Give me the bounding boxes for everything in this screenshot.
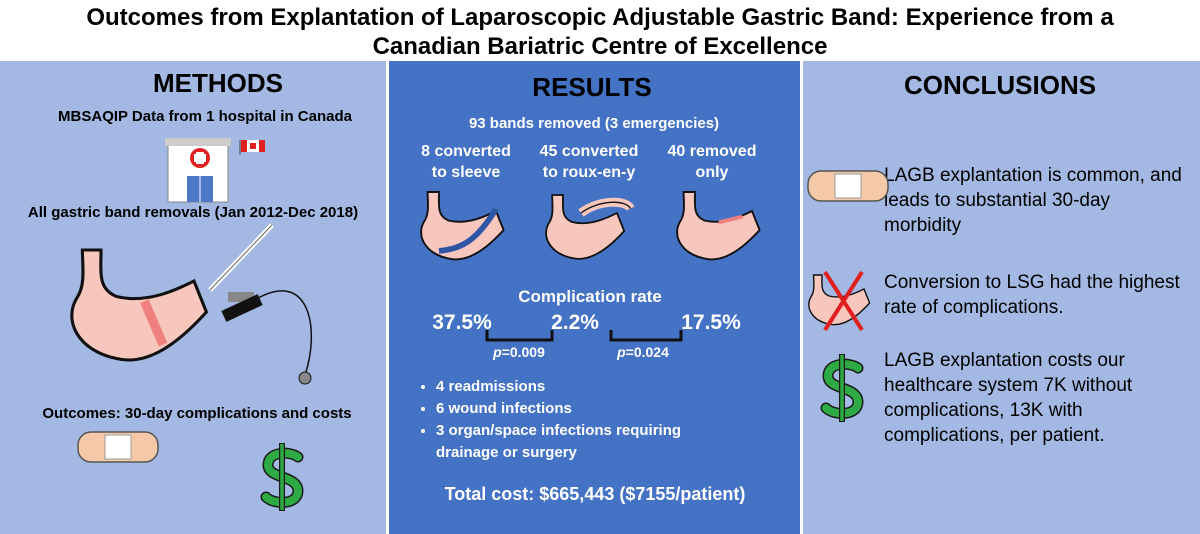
title-line: Canadian Bariatric Centre of Excellence <box>372 33 828 60</box>
group-label: 40 removed <box>667 143 757 160</box>
p-value: p=0.024 <box>617 344 669 360</box>
total-cost: Total cost: $665,443 ($7155/patient) <box>444 484 746 504</box>
group-label: 8 converted <box>421 143 511 160</box>
p-label: p <box>493 344 502 360</box>
group-label: to roux-en-y <box>542 164 636 181</box>
conclusion: LAGB explantation is common, and leads t… <box>884 165 1182 236</box>
bullet: 4 readmissions <box>436 376 736 398</box>
methods-heading: METHODS <box>153 68 283 98</box>
bullet: 3 organ/space infections requiring drain… <box>436 420 736 464</box>
bullet-list: 4 readmissions 6 wound infections 3 orga… <box>414 376 736 464</box>
p-value: p=0.009 <box>493 344 545 360</box>
methods-panel <box>0 61 386 534</box>
results-panel <box>389 61 800 534</box>
p-label: p <box>617 344 626 360</box>
bullet: 6 wound infections <box>436 398 736 420</box>
conclusion: Conversion to LSG had the highest rate o… <box>884 272 1180 318</box>
methods-text: MBSAQIP Data from 1 hospital in Canada <box>58 108 352 125</box>
results-text: 93 bands removed (3 emergencies) <box>468 115 720 132</box>
p-number: =0.024 <box>625 344 669 360</box>
rate: 37.5% <box>432 311 492 334</box>
conclusion: LAGB explantation costs our healthcare s… <box>884 350 1133 446</box>
group-label: only <box>695 164 729 181</box>
rate: 17.5% <box>681 311 741 334</box>
methods-text: All gastric band removals (Jan 2012-Dec … <box>27 204 359 221</box>
p-number: =0.009 <box>501 344 545 360</box>
group-label: 45 converted <box>539 143 639 160</box>
methods-text: Outcomes: 30-day complications and costs <box>42 405 352 422</box>
rate: 2.2% <box>551 311 599 334</box>
results-heading: RESULTS <box>532 72 652 102</box>
complication-heading: Complication rate <box>518 287 662 306</box>
title-line: Outcomes from Explantation of Laparoscop… <box>86 4 1114 31</box>
group-label: to sleeve <box>431 164 501 181</box>
conclusions-heading: CONCLUSIONS <box>903 70 1097 100</box>
